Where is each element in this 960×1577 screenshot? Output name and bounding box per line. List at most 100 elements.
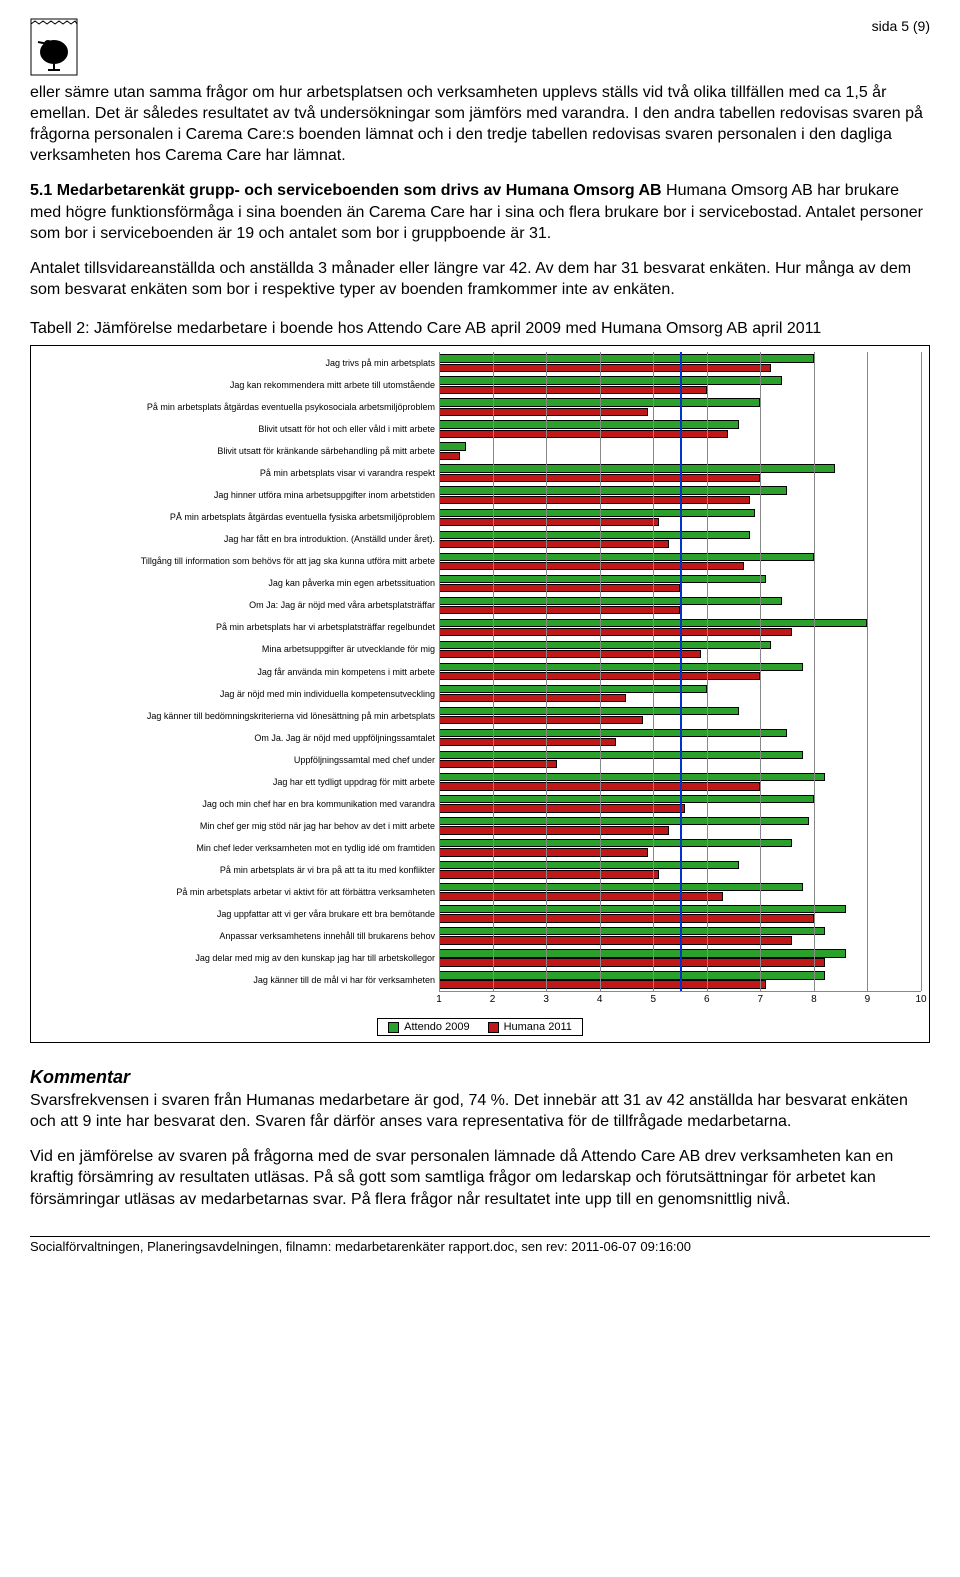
x-tick-label: 4 [597,994,603,1005]
paragraph-counts: Antalet tillsvidareanställda och anställ… [30,258,930,300]
kommentar-p2: Vid en jämförelse av svaren på frågorna … [30,1146,930,1209]
question-label: Jag trivs på min arbetsplats [39,352,439,374]
question-label: PÅ min arbetsplats åtgärdas eventuella f… [39,507,439,529]
bar-attendo [439,531,750,539]
kommentar-p1: Svarsfrekvensen i svaren från Humanas me… [30,1090,930,1132]
legend-humana: Humana 2011 [488,1021,572,1033]
question-label: Jag har ett tydligt uppdrag för mitt arb… [39,771,439,793]
bar-attendo [439,751,803,759]
bar-attendo [439,553,814,561]
bar-humana [439,452,460,460]
bar-attendo [439,861,739,869]
question-label: Jag får använda min kompetens i mitt arb… [39,661,439,683]
bar-attendo [439,354,814,362]
bar-humana [439,408,648,416]
question-label: Uppföljningssamtal med chef under [39,749,439,771]
bar-attendo [439,641,771,649]
bar-humana [439,980,766,988]
bar-humana [439,760,557,768]
x-tick-label: 2 [490,994,496,1005]
bar-humana [439,738,616,746]
question-label: Jag har fått en bra introduktion. (Anstä… [39,529,439,551]
x-tick-label: 7 [758,994,764,1005]
section-5-1-heading: 5.1 Medarbetarenkät grupp- och servicebo… [30,182,662,199]
bar-humana [439,430,728,438]
bar-attendo [439,971,825,979]
question-label: Jag känner till bedömningskriterierna vi… [39,705,439,727]
x-tick-label: 5 [650,994,656,1005]
bar-attendo [439,442,466,450]
question-label: Anpassar verksamhetens innehåll till bru… [39,926,439,948]
question-label: Om Ja: Jag är nöjd med våra arbetsplatst… [39,595,439,617]
question-label: Min chef ger mig stöd när jag har behov … [39,815,439,837]
bar-attendo [439,486,787,494]
question-label: Blivit utsatt för hot och eller våld i m… [39,418,439,440]
question-label: På min arbetsplats arbetar vi aktivt för… [39,882,439,904]
question-label: På min arbetsplats är vi bra på att ta i… [39,860,439,882]
question-label: Tillgång till information som behövs för… [39,551,439,573]
page-footer: Socialförvaltningen, Planeringsavdelning… [30,1236,930,1254]
bar-attendo [439,729,787,737]
question-label: Min chef leder verksamheten mot en tydli… [39,837,439,859]
question-label: Mina arbetsuppgifter är utvecklande för … [39,639,439,661]
bar-attendo [439,905,846,913]
question-label: Jag känner till de mål vi har för verksa… [39,970,439,992]
question-label: Jag hinner utföra mina arbetsuppgifter i… [39,484,439,506]
bar-humana [439,914,814,922]
swatch-attendo [388,1022,399,1033]
table-2-caption: Tabell 2: Jämförelse medarbetare i boend… [30,318,930,339]
bar-humana [439,386,707,394]
bar-attendo [439,949,846,957]
bar-humana [439,804,685,812]
question-label: Blivit utsatt för kränkande särbehandlin… [39,440,439,462]
bar-humana [439,364,771,372]
question-label: På min arbetsplats har vi arbetsplatsträ… [39,617,439,639]
question-label: Jag och min chef har en bra kommunikatio… [39,793,439,815]
bar-attendo [439,685,707,693]
bar-attendo [439,707,739,715]
bar-humana [439,518,659,526]
bar-attendo [439,773,825,781]
x-tick-label: 10 [915,994,926,1005]
question-label: Jag är nöjd med min individuella kompete… [39,683,439,705]
question-label: Jag kan påverka min egen arbetssituation [39,573,439,595]
bar-attendo [439,663,803,671]
bar-humana [439,562,744,570]
swatch-humana [488,1022,499,1033]
x-tick-label: 9 [865,994,871,1005]
bar-attendo [439,420,739,428]
bar-humana [439,958,825,966]
bar-humana [439,826,669,834]
question-label: På min arbetsplats åtgärdas eventuella p… [39,396,439,418]
page-number: sida 5 (9) [872,18,930,34]
chart-legend: Attendo 2009 Humana 2011 [377,1018,583,1036]
bar-humana [439,540,669,548]
x-tick-label: 6 [704,994,710,1005]
x-tick-label: 3 [543,994,549,1005]
legend-attendo: Attendo 2009 [388,1021,469,1033]
bar-humana [439,870,659,878]
question-label: Jag delar med mig av den kunskap jag har… [39,948,439,970]
municipality-logo [30,18,78,76]
bar-humana [439,848,648,856]
x-tick-label: 1 [436,994,442,1005]
question-label: På min arbetsplats visar vi varandra res… [39,462,439,484]
bar-attendo [439,575,766,583]
kommentar-heading: Kommentar [30,1067,930,1088]
bar-attendo [439,883,803,891]
bar-humana [439,496,750,504]
intro-paragraph: eller sämre utan samma frågor om hur arb… [30,82,930,166]
bar-attendo [439,376,782,384]
bar-attendo [439,795,814,803]
bar-humana [439,584,680,592]
section-5-1: 5.1 Medarbetarenkät grupp- och servicebo… [30,180,930,243]
legend-humana-label: Humana 2011 [504,1021,572,1033]
x-tick-label: 8 [811,994,817,1005]
bar-humana [439,694,626,702]
bar-humana [439,716,643,724]
legend-attendo-label: Attendo 2009 [404,1021,469,1033]
bar-attendo [439,597,782,605]
bar-attendo [439,927,825,935]
question-label: Om Ja. Jag är nöjd med uppföljningssamta… [39,727,439,749]
bar-humana [439,606,680,614]
